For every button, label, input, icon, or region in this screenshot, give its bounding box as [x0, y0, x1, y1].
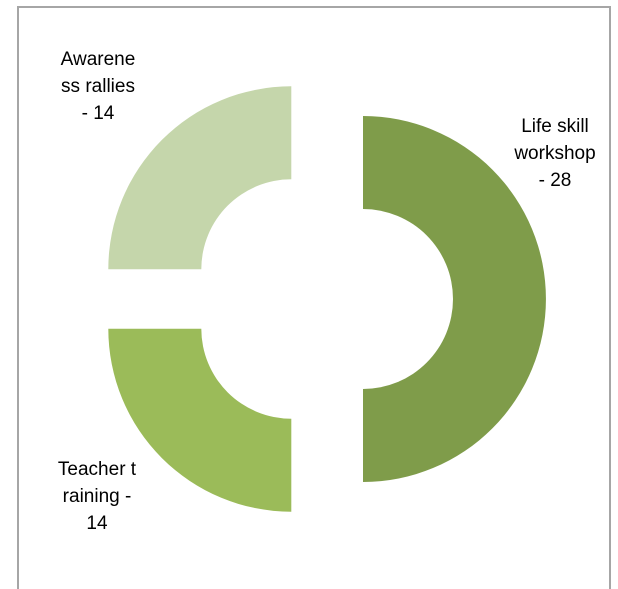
data-label: Teacher training - 14	[57, 459, 137, 534]
doughnut-segment	[108, 86, 292, 270]
doughnut-segment	[363, 116, 546, 482]
data-label: Life skill workshop - 28	[514, 116, 596, 191]
data-label: Awareness rallies - 14	[60, 49, 136, 124]
doughnut-segment	[108, 328, 292, 512]
chart-frame	[17, 6, 611, 589]
